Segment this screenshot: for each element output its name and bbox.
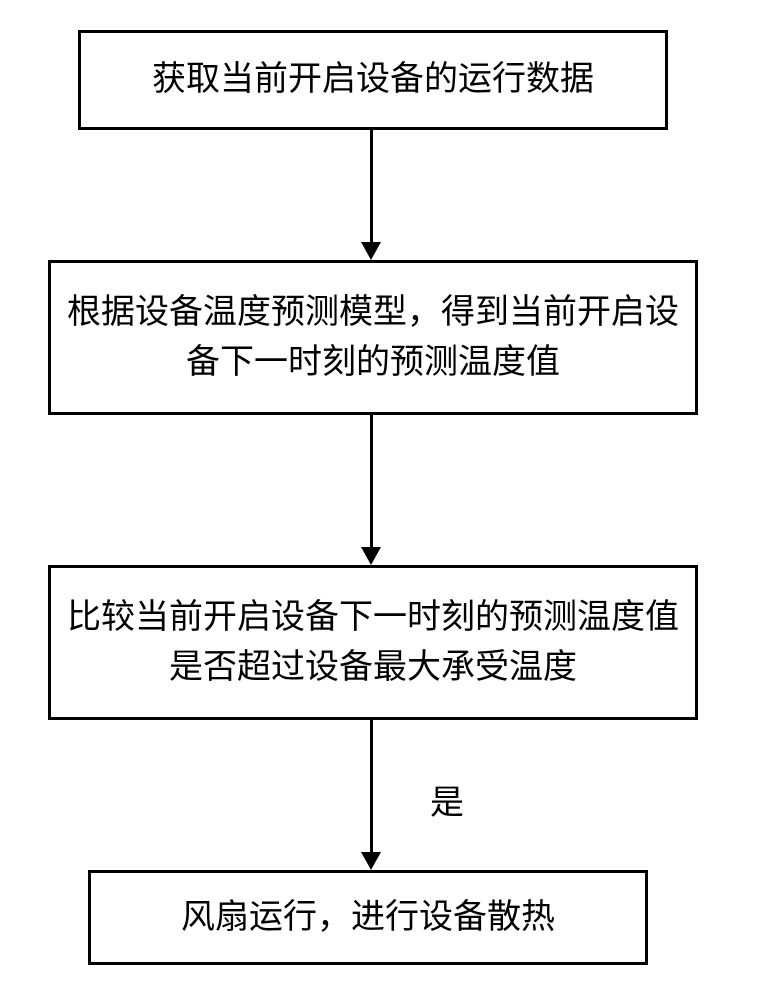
flow-node-1: 获取当前开启设备的运行数据 [78,30,668,130]
flow-edge-3-line [370,720,373,852]
flow-edge-2-line [370,415,373,547]
flow-edge-3-label: 是 [430,775,464,824]
flow-node-3: 比较当前开启设备下一时刻的预测温度值是否超过设备最大承受温度 [48,565,698,720]
flow-node-2-text: 根据设备温度预测模型，得到当前开启设备下一时刻的预测温度值 [51,288,695,387]
flow-node-3-text: 比较当前开启设备下一时刻的预测温度值是否超过设备最大承受温度 [51,593,695,692]
flow-node-1-text: 获取当前开启设备的运行数据 [142,55,604,104]
flow-node-2: 根据设备温度预测模型，得到当前开启设备下一时刻的预测温度值 [48,260,698,415]
flow-edge-3-head [361,852,381,870]
flow-edge-2-head [361,547,381,565]
flow-node-4: 风扇运行，进行设备散热 [88,870,648,965]
flow-node-4-text: 风扇运行，进行设备散热 [171,893,565,942]
flow-edge-1-head [361,242,381,260]
flow-edge-1-line [370,130,373,242]
